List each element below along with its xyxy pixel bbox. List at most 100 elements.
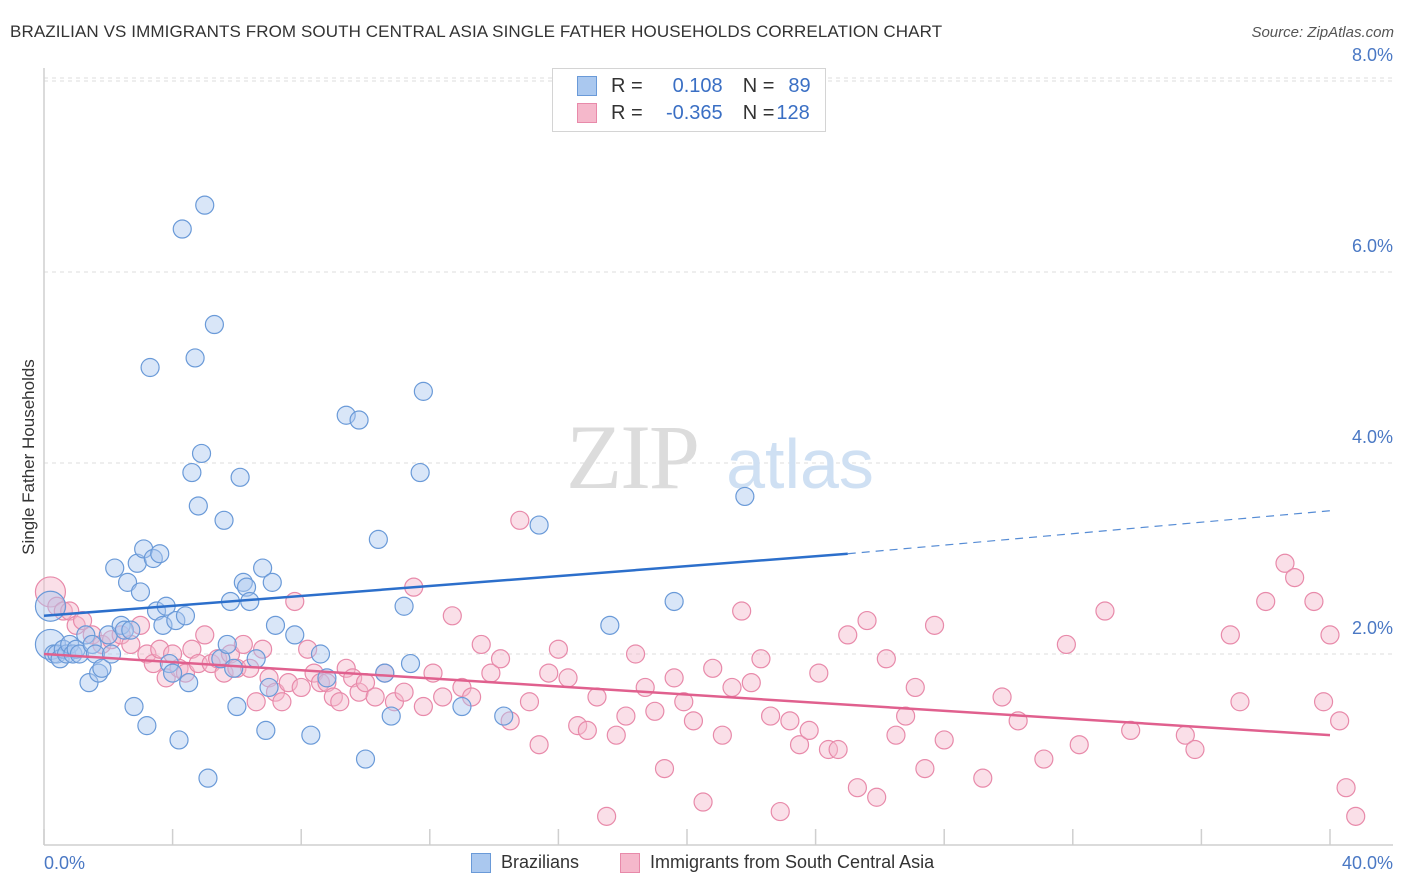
point-immigrants: [818, 739, 839, 760]
x-tick-label: 40.0%: [1342, 853, 1393, 873]
point-immigrants: [233, 634, 253, 655]
point-brazilians: [735, 486, 755, 507]
point-immigrants: [616, 706, 636, 726]
point-brazilians: [34, 590, 67, 622]
point-brazilians: [172, 219, 192, 239]
point-brazilians: [150, 544, 170, 564]
point-brazilians: [230, 467, 250, 487]
point-immigrants: [510, 510, 530, 530]
point-immigrants: [789, 735, 810, 755]
watermark: ZIP atlas: [566, 406, 874, 508]
point-brazilians: [182, 462, 202, 483]
point-brazilians: [256, 720, 276, 741]
point-immigrants: [471, 634, 491, 655]
point-immigrants: [905, 677, 925, 698]
legend-r-value: -0.365: [665, 101, 723, 124]
point-immigrants: [741, 673, 761, 693]
point-immigrants: [751, 649, 771, 669]
point-immigrants: [1256, 591, 1276, 612]
point-brazilians: [214, 510, 234, 530]
point-immigrants: [674, 692, 694, 712]
point-immigrants: [635, 677, 655, 698]
point-immigrants: [539, 663, 559, 683]
point-immigrants: [828, 739, 848, 760]
point-immigrants: [683, 711, 704, 731]
point-immigrants: [992, 687, 1012, 707]
point-brazilians: [198, 768, 218, 788]
legend-r-value: 0.108: [672, 74, 723, 97]
legend-n-value: 128: [776, 101, 810, 124]
point-brazilians: [76, 625, 96, 645]
point-immigrants: [760, 706, 781, 726]
point-immigrants: [413, 696, 433, 717]
point-brazilians: [664, 591, 684, 612]
point-brazilians: [253, 558, 273, 578]
point-immigrants: [799, 720, 819, 741]
point-immigrants: [182, 639, 202, 659]
point-immigrants: [121, 634, 141, 655]
point-immigrants: [529, 735, 549, 755]
point-immigrants: [1220, 625, 1240, 645]
point-immigrants: [433, 687, 453, 707]
point-brazilians: [191, 443, 212, 464]
point-brazilians: [355, 749, 376, 769]
point-brazilians: [529, 515, 549, 535]
point-immigrants: [934, 730, 954, 750]
point-immigrants: [625, 644, 646, 664]
point-brazilians: [381, 706, 401, 726]
point-immigrants: [1034, 749, 1054, 769]
point-immigrants: [1313, 692, 1334, 712]
point-brazilians: [117, 572, 138, 592]
legend-swatch-pink: [620, 852, 640, 873]
point-immigrants: [857, 610, 877, 631]
point-immigrants: [1230, 692, 1250, 712]
point-brazilians: [368, 529, 388, 550]
legend-row-immigrants: R = -0.365 N = 128: [577, 102, 810, 124]
point-immigrants: [587, 687, 607, 707]
point-immigrants: [597, 806, 617, 826]
point-brazilians: [101, 644, 122, 664]
point-immigrants: [838, 625, 858, 645]
point-immigrants: [703, 658, 723, 678]
point-immigrants: [150, 639, 170, 659]
point-immigrants: [442, 606, 462, 626]
point-brazilians: [163, 663, 183, 683]
point-brazilians: [195, 195, 215, 215]
legend-r-label: R =: [611, 74, 643, 97]
point-brazilians: [310, 644, 331, 664]
legend-label: Immigrants from South Central Asia: [650, 852, 935, 872]
point-brazilians: [600, 615, 620, 635]
point-immigrants: [253, 639, 273, 659]
trend-lines: [43, 510, 1331, 737]
point-immigrants: [876, 649, 896, 669]
y-tick-label: 8.0%: [1352, 45, 1393, 65]
axes: [43, 68, 1393, 846]
point-immigrants: [577, 720, 597, 741]
point-immigrants: [606, 725, 626, 745]
point-immigrants: [317, 673, 337, 693]
point-immigrants: [519, 692, 540, 712]
gridlines: [44, 77, 1393, 655]
point-brazilians: [494, 706, 514, 726]
point-brazilians: [452, 696, 472, 717]
point-immigrants: [34, 576, 67, 608]
point-immigrants: [272, 692, 292, 712]
point-immigrants: [732, 601, 752, 621]
point-immigrants: [548, 639, 569, 659]
legend-item-immigrants[interactable]: Immigrants from South Central Asia: [620, 852, 934, 873]
point-brazilians: [175, 606, 196, 626]
point-brazilians: [224, 658, 244, 678]
point-immigrants: [654, 758, 675, 779]
point-immigrants: [1069, 735, 1089, 755]
trend-line-brazilians: [43, 552, 848, 618]
point-brazilians: [166, 610, 186, 631]
point-immigrants: [693, 792, 713, 812]
point-brazilians: [179, 673, 199, 693]
y-tick-label: 6.0%: [1352, 236, 1393, 256]
legend-item-brazilians[interactable]: Brazilians: [471, 852, 579, 873]
correlation-legend: R = 0.108 N = 89 R = -0.365 N = 128: [552, 68, 826, 132]
point-immigrants: [915, 758, 935, 779]
point-brazilians: [413, 381, 433, 401]
point-immigrants: [664, 668, 684, 688]
